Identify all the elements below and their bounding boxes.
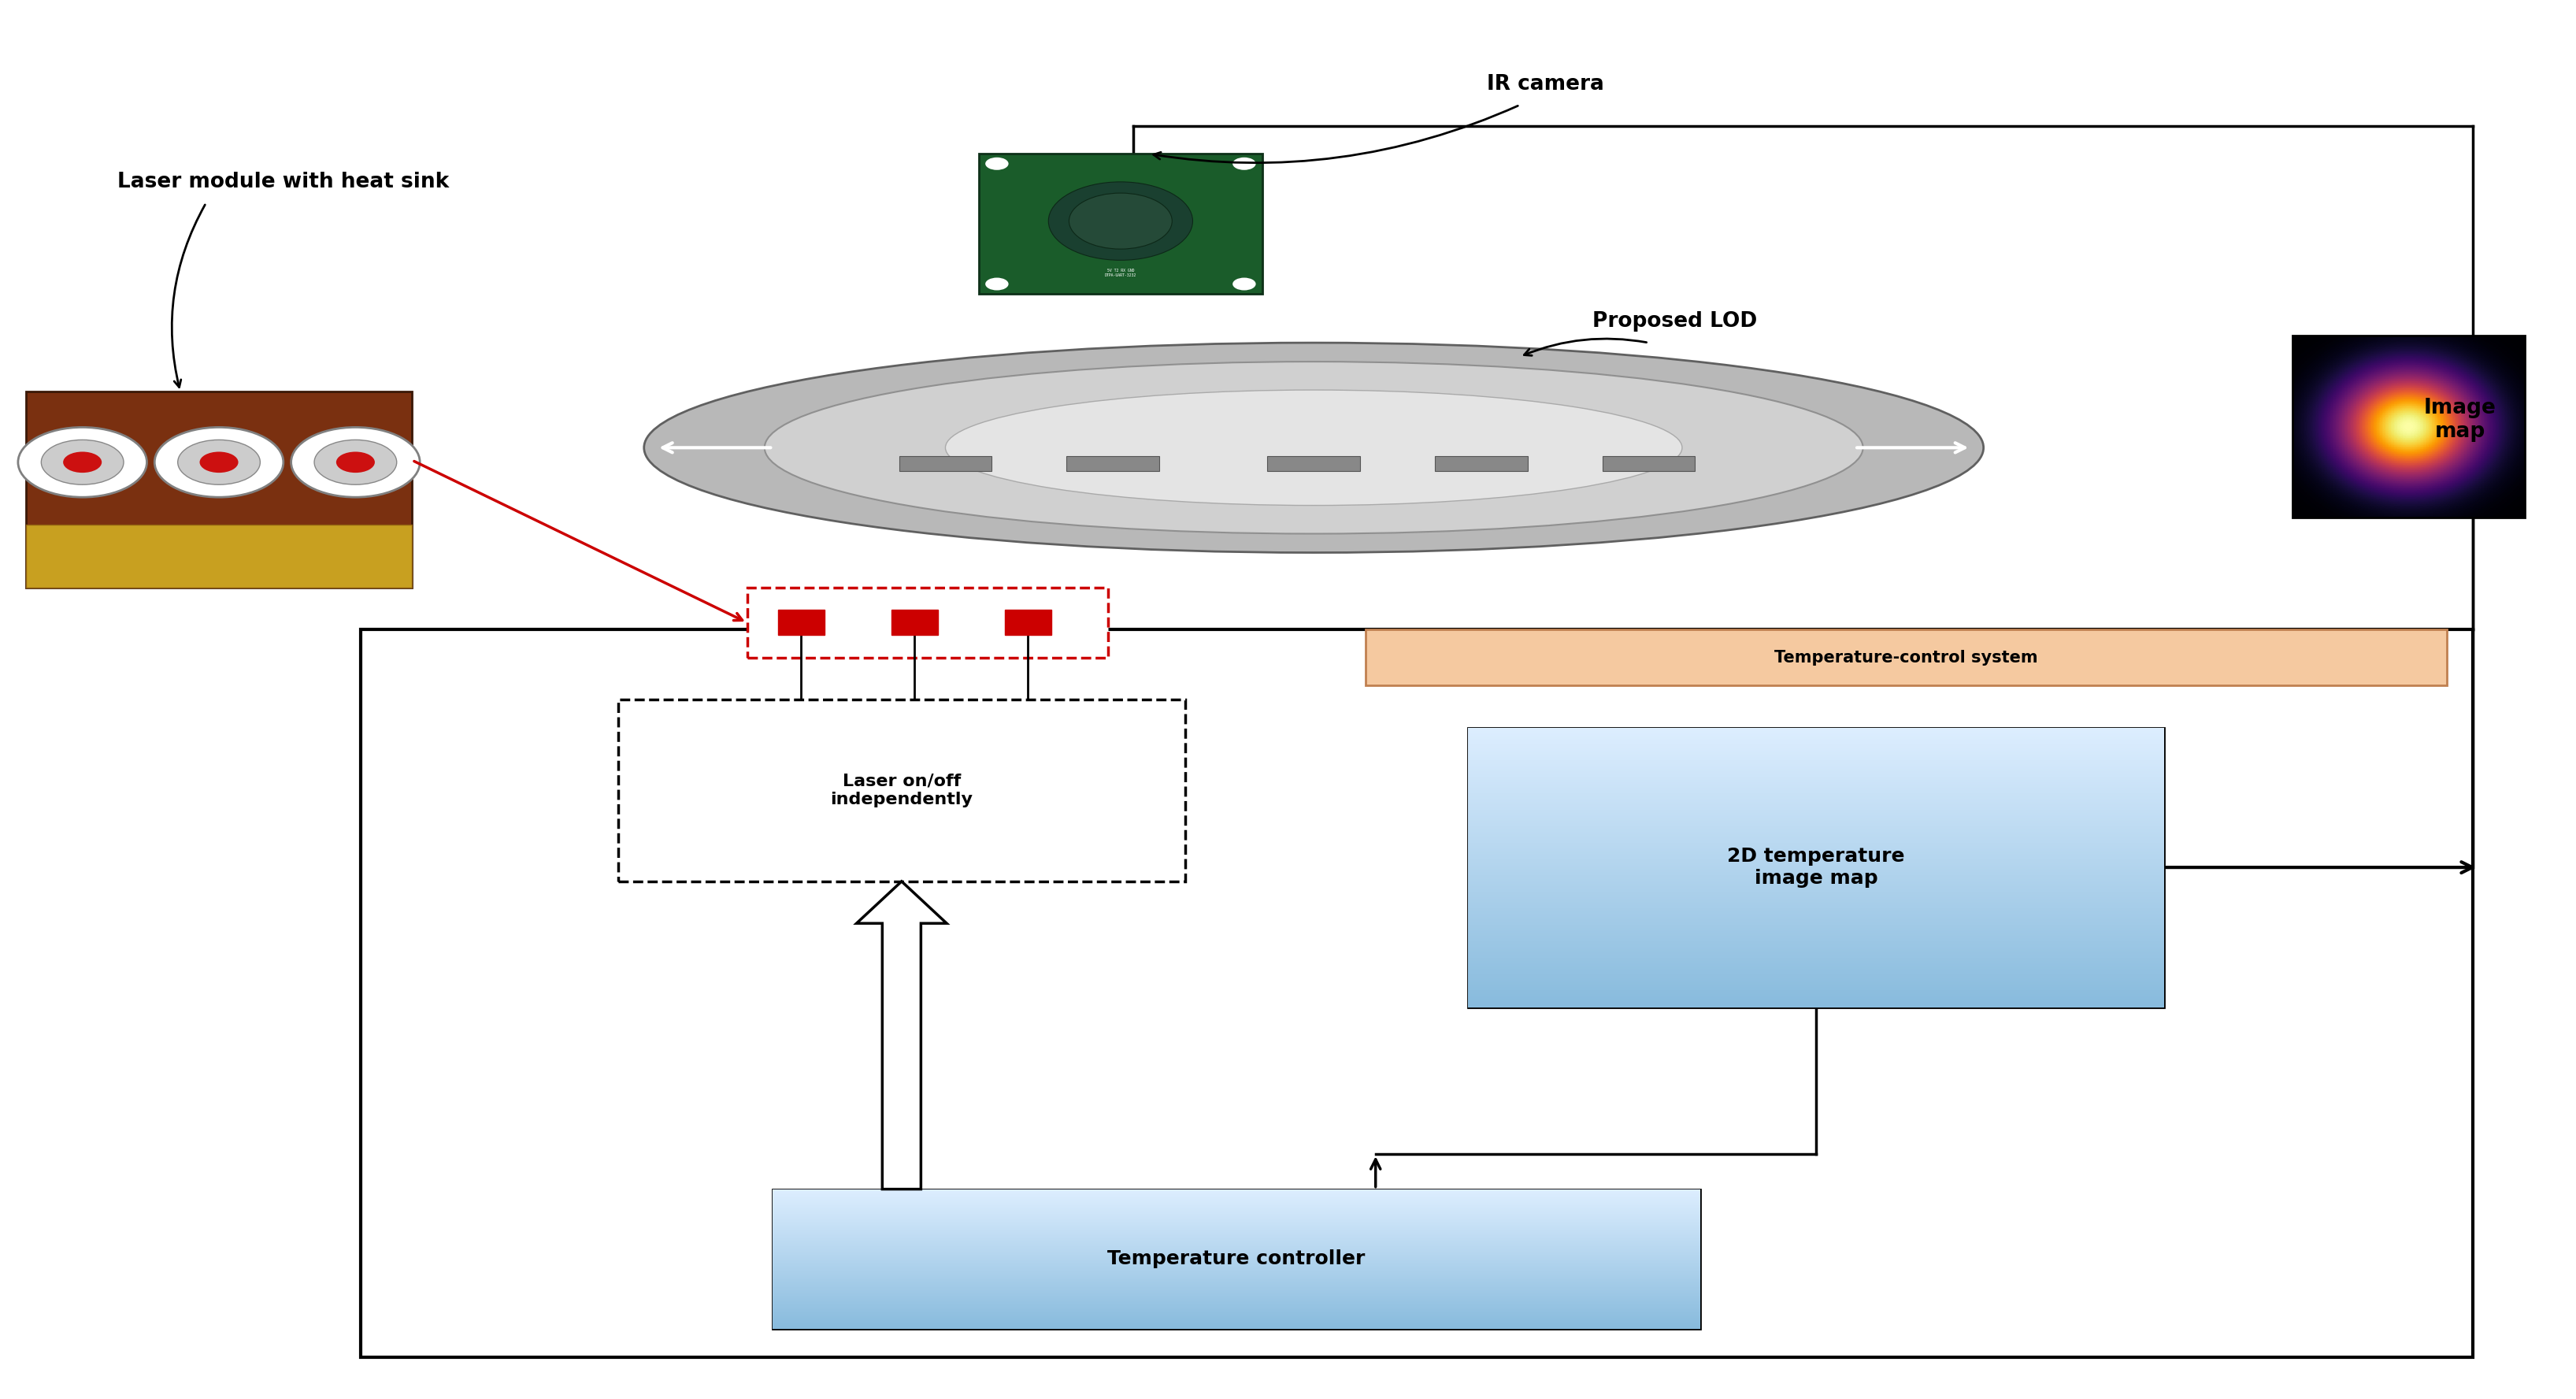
Circle shape xyxy=(41,439,124,484)
Circle shape xyxy=(18,427,147,497)
Ellipse shape xyxy=(765,362,1862,534)
Bar xyxy=(361,630,2473,1357)
Bar xyxy=(1005,610,1051,635)
Bar xyxy=(747,588,1108,658)
Bar xyxy=(899,456,992,471)
Text: Temperature-control system: Temperature-control system xyxy=(1775,649,2038,666)
Ellipse shape xyxy=(644,343,1984,553)
Circle shape xyxy=(1048,182,1193,260)
Text: 2D temperature
image map: 2D temperature image map xyxy=(1728,846,1904,888)
Circle shape xyxy=(1087,203,1154,239)
Bar xyxy=(618,700,1185,881)
Circle shape xyxy=(155,427,283,497)
Circle shape xyxy=(178,439,260,484)
Circle shape xyxy=(987,278,1010,291)
Bar xyxy=(1066,456,1159,471)
Text: Image
map: Image map xyxy=(2424,397,2496,442)
Circle shape xyxy=(335,452,376,473)
Circle shape xyxy=(1069,193,1172,249)
Bar xyxy=(773,1189,1700,1329)
Text: Laser module with heat sink: Laser module with heat sink xyxy=(118,172,448,192)
Bar xyxy=(26,392,412,588)
Circle shape xyxy=(62,452,100,473)
Bar xyxy=(1365,630,2447,686)
Bar xyxy=(1435,456,1528,471)
Bar xyxy=(778,610,824,635)
Bar xyxy=(891,610,938,635)
Bar xyxy=(2293,336,2524,518)
Bar xyxy=(26,525,412,588)
Circle shape xyxy=(987,158,1010,171)
Text: Proposed LOD: Proposed LOD xyxy=(1592,312,1757,332)
Polygon shape xyxy=(855,881,948,1189)
Text: IR camera: IR camera xyxy=(1486,74,1605,94)
Text: Laser on/off
independently: Laser on/off independently xyxy=(829,774,974,807)
Text: 5V T2 RX GND
DTPA-UART-3232: 5V T2 RX GND DTPA-UART-3232 xyxy=(1105,269,1136,277)
Circle shape xyxy=(314,439,397,484)
Circle shape xyxy=(1231,278,1255,291)
Ellipse shape xyxy=(945,390,1682,505)
Bar xyxy=(1468,727,2164,1007)
Circle shape xyxy=(201,452,237,473)
Bar xyxy=(1267,456,1360,471)
Circle shape xyxy=(1231,158,1255,171)
Bar xyxy=(1602,456,1695,471)
Bar xyxy=(979,154,1262,294)
Circle shape xyxy=(291,427,420,497)
Circle shape xyxy=(1103,211,1139,231)
Text: Temperature controller: Temperature controller xyxy=(1108,1249,1365,1269)
